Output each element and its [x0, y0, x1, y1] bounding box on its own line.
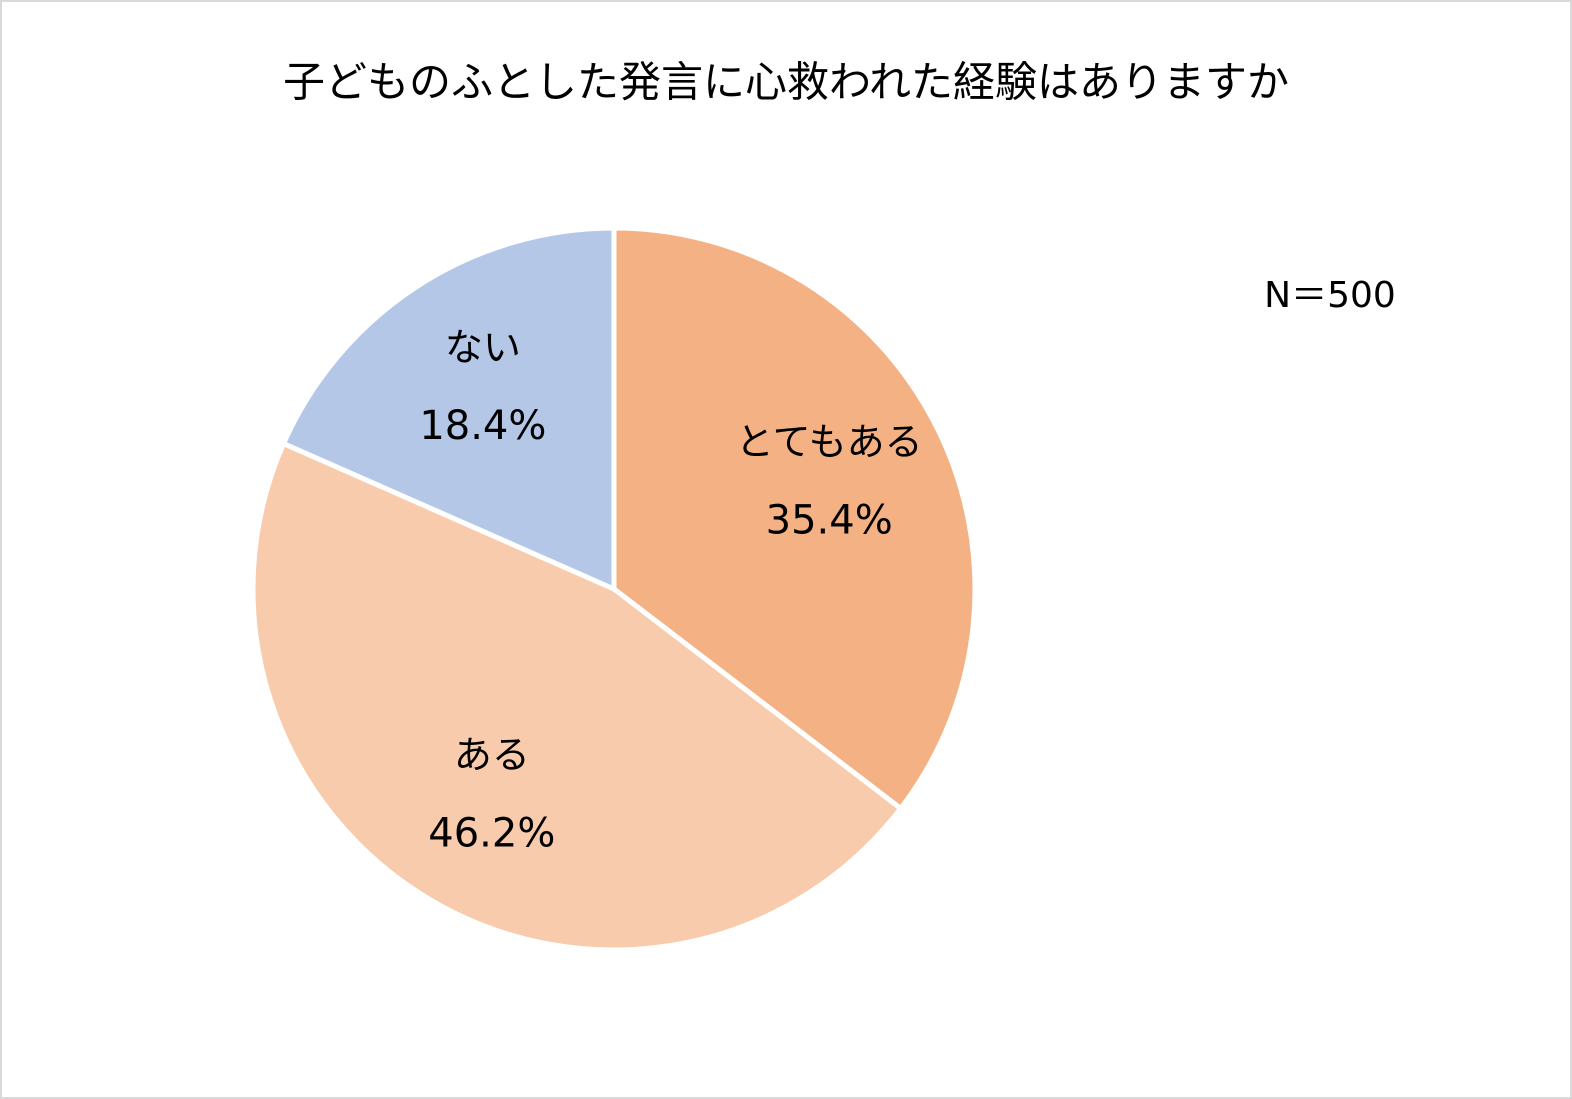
chart-title: 子どものふとした発言に心救われた経験はありますか: [283, 58, 1289, 107]
value-label: 18.4%: [419, 403, 546, 449]
value-label: 35.4%: [766, 498, 893, 544]
pie-slice: [611, 225, 978, 811]
value-label: 46.2%: [428, 811, 555, 857]
slice-label: とてもある: [736, 420, 923, 464]
pie-slice: [281, 225, 617, 592]
slice-label: ある: [454, 733, 530, 777]
annotation: N＝500: [1264, 275, 1396, 316]
pie-slice: [250, 441, 904, 953]
slice-label: ない: [445, 325, 521, 369]
